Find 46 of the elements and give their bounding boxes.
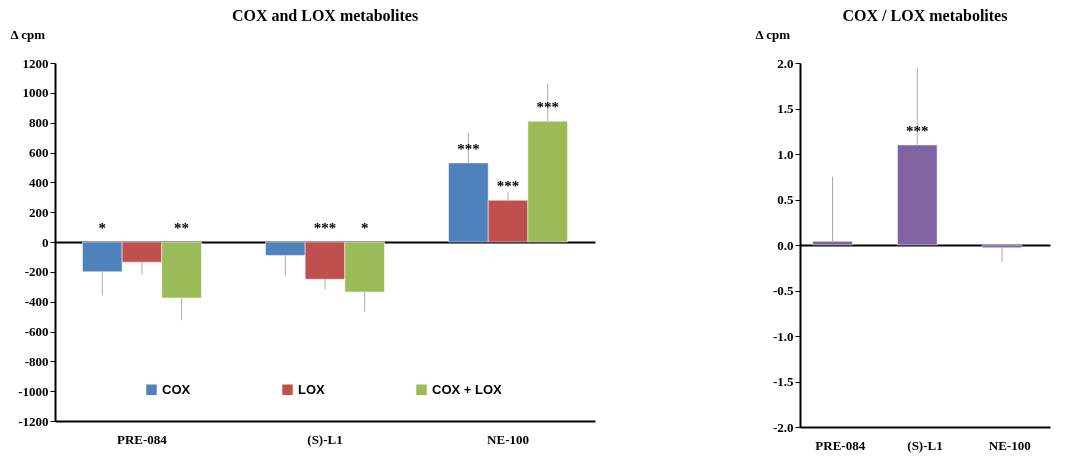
y-axis-title: Δ cpm <box>10 26 46 42</box>
y-tick-label: 200 <box>29 204 49 220</box>
x-tick-label: (S)-L1 <box>307 431 343 447</box>
data-label: *** <box>313 220 337 236</box>
x-tick-label: NE-100 <box>988 437 1031 453</box>
y-tick-label: 600 <box>29 145 49 160</box>
y-tick-label: 400 <box>29 174 49 190</box>
y-tick-label: -0.5 <box>772 283 794 298</box>
data-label: * <box>360 220 369 236</box>
chart-title: COX and LOX metabolites <box>231 7 419 24</box>
data-label: *** <box>496 178 520 195</box>
data-label: *** <box>536 99 559 116</box>
legend-label: LOX <box>298 381 326 397</box>
y-tick-label: -1.0 <box>772 328 794 344</box>
y-tick-label: 2.0 <box>777 55 794 71</box>
y-tick-label: 1200 <box>22 55 49 71</box>
y-tick-label: 1000 <box>22 85 49 101</box>
bar <box>981 244 1023 248</box>
y-tick-label: -1200 <box>18 413 49 429</box>
y-tick-label: -800 <box>24 353 49 369</box>
y-tick-label: 1.0 <box>777 146 794 162</box>
y-tick-label: -600 <box>24 324 49 339</box>
chart-title: COX / LOX metabolites <box>842 7 1008 24</box>
data-label: ** <box>174 220 190 236</box>
y-tick-label: 800 <box>29 115 49 131</box>
x-tick-label: PRE-084 <box>815 437 866 453</box>
data-label: * <box>98 220 107 236</box>
y-tick-label: 0 <box>42 234 49 250</box>
y-tick-label: -400 <box>24 294 49 310</box>
y-tick-label: 0.5 <box>777 192 794 207</box>
x-tick-label: (S)-L1 <box>907 437 943 453</box>
bar <box>897 144 938 246</box>
bar <box>812 241 853 246</box>
x-tick-label: NE-100 <box>487 431 529 447</box>
y-tick-label: 1.5 <box>777 101 794 116</box>
y-tick-label: -200 <box>24 264 49 280</box>
y-tick-label: -1000 <box>18 383 49 399</box>
data-label: *** <box>906 122 929 139</box>
y-tick-label: -2.0 <box>772 419 794 435</box>
data-label: *** <box>457 140 480 157</box>
y-tick-label: 0.0 <box>777 237 794 253</box>
y-axis-title: Δ cpm <box>755 26 791 42</box>
x-tick-label: PRE-084 <box>117 431 168 447</box>
legend-label: COX <box>162 381 191 397</box>
legend-label: COX + LOX <box>432 381 503 397</box>
y-tick-label: -1.5 <box>772 374 794 389</box>
